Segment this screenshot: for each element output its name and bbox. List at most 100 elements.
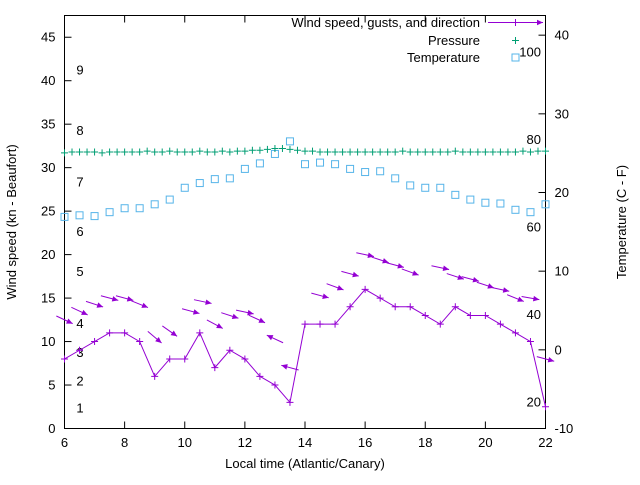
temperature-point: [421, 183, 430, 192]
pressure-point: [542, 147, 549, 155]
y-right-tick-label: 10: [555, 264, 569, 279]
temperature-point: [105, 208, 114, 217]
wind-direction-arrowhead: [141, 302, 149, 308]
wind-point: [391, 303, 399, 311]
temperature-point: [451, 190, 460, 199]
beaufort-label: 2: [76, 374, 83, 389]
wind-series: [61, 285, 549, 411]
fahrenheit-label: 100: [519, 45, 541, 60]
wind-direction-arrowhead: [96, 302, 104, 308]
wind-direction-arrowhead: [192, 309, 200, 315]
pressure-point: [113, 148, 121, 156]
wind-direction-arrowhead: [517, 296, 524, 302]
wind-direction-arrowhead: [266, 335, 274, 341]
pressure-point: [248, 146, 256, 154]
legend-markers: [488, 19, 543, 62]
wind-point: [496, 320, 504, 328]
pressure-point: [489, 148, 497, 156]
pressure-point: [293, 146, 301, 154]
legend-pressure-marker: [512, 37, 519, 44]
temperature-point: [331, 160, 340, 169]
wind-direction-arrowhead: [281, 364, 288, 370]
pressure-point: [309, 147, 317, 155]
wind-point: [286, 398, 294, 406]
temperature-point: [541, 200, 550, 209]
temperature-point: [406, 181, 415, 190]
temperature-point: [346, 164, 355, 173]
wind-direction-arrowhead: [216, 323, 223, 329]
wind-direction-arrowhead: [472, 277, 480, 283]
pressure-point: [421, 148, 429, 156]
pressure-point: [496, 148, 504, 156]
temperature-point: [361, 168, 370, 177]
pressure-point: [98, 149, 106, 157]
pressure-point: [346, 148, 354, 156]
wind-direction-arrowhead: [126, 296, 134, 302]
temperature-point: [135, 204, 144, 213]
pressure-point: [68, 148, 76, 156]
temperature-point: [285, 137, 294, 146]
pressure-point: [436, 148, 444, 156]
pressure-point: [181, 148, 189, 156]
axis-ticks: 6 8 10 12 14 16 18 20 22051015202530354045-10010…: [41, 15, 574, 450]
temperature-point: [301, 160, 309, 169]
wind-direction-arrowhead: [247, 309, 254, 316]
wind-point: [121, 329, 129, 337]
temperature-point: [511, 205, 520, 214]
plot-area: 6 8 10 12 14 16 18 20 22051015202530354045-10010…: [41, 15, 574, 450]
pressure-point: [444, 148, 452, 156]
beaufort-label: 6: [76, 224, 83, 239]
beaufort-label: 8: [76, 123, 83, 138]
pressure-point: [143, 147, 151, 155]
y-right-tick-label: 0: [555, 342, 562, 357]
wind-point: [466, 311, 474, 319]
wind-point: [301, 320, 309, 328]
pressure-point: [384, 148, 392, 156]
pressure-point: [534, 147, 542, 155]
y-left-tick-label: 5: [48, 378, 55, 393]
fahrenheit-label: 20: [527, 394, 541, 409]
pressure-point: [271, 145, 279, 153]
temperature-point: [60, 212, 69, 221]
x-axis-label: Local time (Atlantic/Canary): [225, 456, 385, 471]
y-right-tick-label: 20: [555, 185, 569, 200]
y-left-tick-label: 10: [41, 334, 55, 349]
wind-point: [436, 320, 444, 328]
pressure-point: [151, 148, 159, 156]
temperature-point: [180, 183, 189, 192]
y-left-tick-label: 15: [41, 291, 55, 306]
y-right-tick-label: -10: [555, 421, 574, 436]
temperature-point: [165, 195, 174, 204]
y-left-tick-label: 25: [41, 204, 55, 219]
fahrenheit-label: 60: [527, 219, 541, 234]
pressure-point: [339, 148, 347, 156]
pressure-point: [211, 148, 219, 156]
pressure-point: [173, 148, 181, 156]
wind-point: [91, 338, 99, 346]
wind-direction-arrowhead: [532, 295, 540, 302]
y-left-tick-label: 35: [41, 117, 55, 132]
wind-point: [421, 311, 429, 319]
wind-point: [211, 364, 219, 372]
pressure-point: [166, 147, 174, 155]
temperature-point: [75, 211, 84, 220]
pressure-point: [301, 147, 309, 155]
x-tick-label: 12: [238, 435, 252, 450]
y-right-tick-label: 30: [555, 106, 569, 121]
fahrenheit-label: 40: [527, 307, 541, 322]
temperature-point: [90, 212, 99, 221]
pressure-point: [218, 147, 226, 155]
y-left-tick-label: 20: [41, 247, 55, 262]
x-tick-label: 20: [478, 435, 492, 450]
wind-direction-arrowhead: [502, 287, 510, 293]
wind-direction-arrowhead: [155, 336, 162, 343]
pressure-point: [83, 148, 91, 156]
x-tick-label: 10: [178, 435, 192, 450]
x-tick-label: 22: [538, 435, 552, 450]
pressure-point: [466, 148, 474, 156]
wind-point: [226, 346, 234, 354]
pressure-point: [376, 148, 384, 156]
x-tick-label: 18: [418, 435, 432, 450]
wind-direction-arrowhead: [352, 271, 359, 278]
